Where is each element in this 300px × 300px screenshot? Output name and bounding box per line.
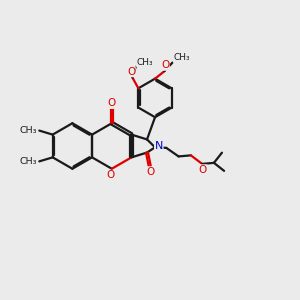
Text: CH₃: CH₃ bbox=[20, 157, 37, 166]
Text: O: O bbox=[106, 170, 115, 180]
Text: O: O bbox=[161, 60, 169, 70]
Text: CH₃: CH₃ bbox=[20, 126, 37, 135]
Text: O: O bbox=[146, 167, 154, 177]
Text: O: O bbox=[108, 98, 116, 108]
Text: CH₃: CH₃ bbox=[137, 58, 153, 67]
Text: CH₃: CH₃ bbox=[173, 53, 190, 62]
Text: N: N bbox=[154, 141, 163, 151]
Text: O: O bbox=[127, 67, 135, 77]
Text: O: O bbox=[199, 165, 207, 175]
